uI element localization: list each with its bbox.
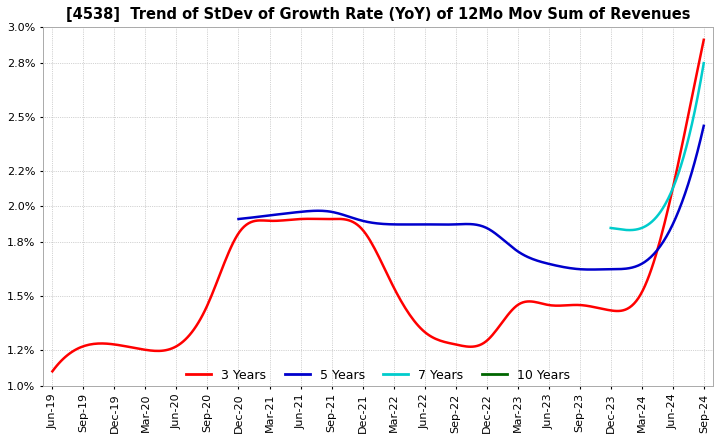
Legend: 3 Years, 5 Years, 7 Years, 10 Years: 3 Years, 5 Years, 7 Years, 10 Years — [181, 363, 575, 387]
Title: [4538]  Trend of StDev of Growth Rate (YoY) of 12Mo Mov Sum of Revenues: [4538] Trend of StDev of Growth Rate (Yo… — [66, 7, 690, 22]
